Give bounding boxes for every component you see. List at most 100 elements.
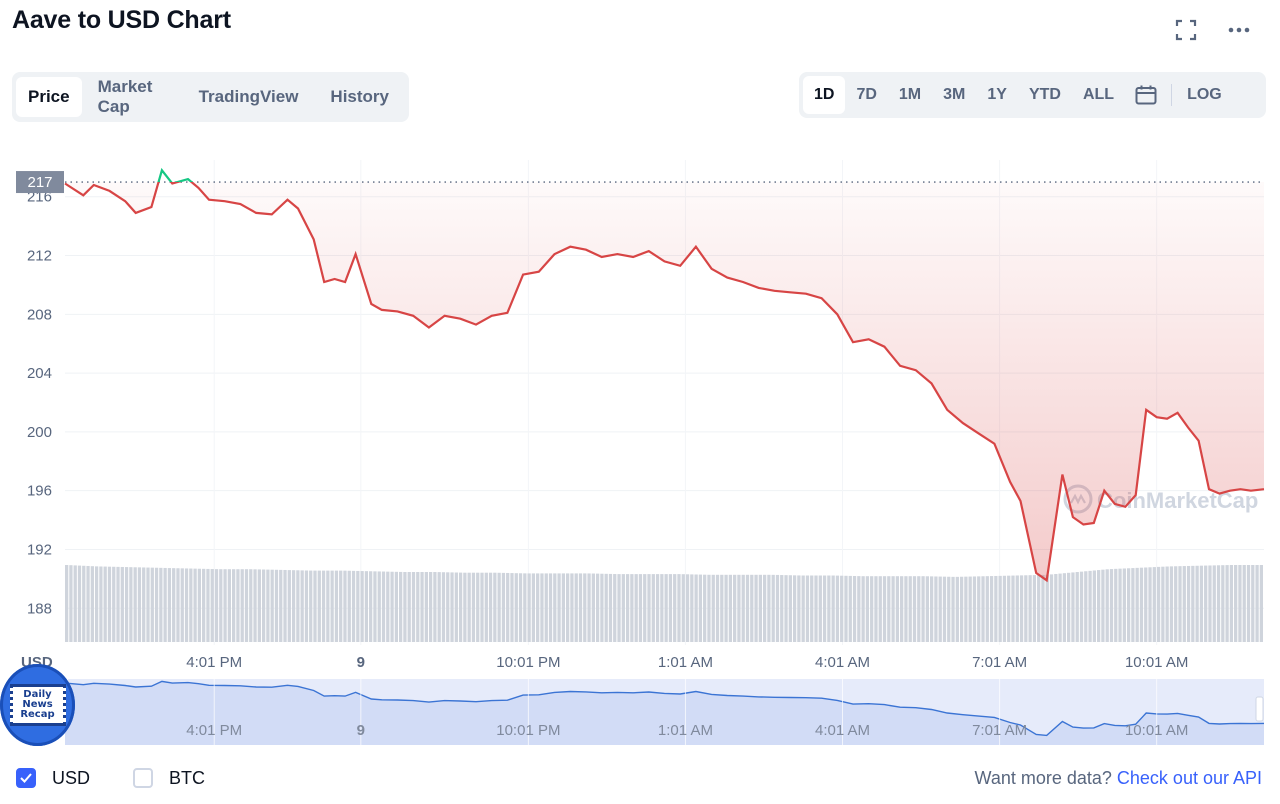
api-promo: Want more data? Check out our API <box>975 764 1263 792</box>
volume-bar <box>1037 574 1041 642</box>
volume-bar <box>647 574 651 642</box>
navigator-x-axis: 4:01 PM 9 10:01 PM 1:01 AM 4:01 AM 7:01 AM 10:… <box>186 679 1188 745</box>
usd-checkbox[interactable] <box>16 768 36 788</box>
navigator-handle[interactable] <box>1255 696 1264 722</box>
volume-bar <box>715 574 720 642</box>
more-options-button[interactable] <box>1225 16 1253 44</box>
range-ytd[interactable]: YTD <box>1028 86 1061 103</box>
tab-market-cap[interactable]: Market Cap <box>97 77 153 116</box>
volume-bar <box>968 576 972 642</box>
volume-bar <box>634 574 638 642</box>
volume-bar <box>741 574 745 642</box>
volume-bar <box>1054 573 1058 642</box>
volume-bar <box>480 572 484 642</box>
volume-bar <box>300 570 304 642</box>
volume-bar <box>1131 568 1135 642</box>
range-1d[interactable]: 1D <box>803 76 846 114</box>
range-1m[interactable]: 1M <box>898 86 922 103</box>
y-tick-196: 196 <box>27 483 52 500</box>
volume-bar <box>887 576 891 642</box>
volume-bar <box>364 571 369 642</box>
range-divider <box>1171 84 1173 106</box>
volume-bar <box>566 573 570 642</box>
volume-bar <box>210 569 214 642</box>
volume-bar <box>484 572 488 642</box>
volume-bar <box>1007 575 1011 642</box>
range-1y[interactable]: 1Y <box>987 86 1007 103</box>
y-tick-188: 188 <box>27 600 52 617</box>
volume-bar <box>917 576 921 642</box>
x-tick-6: 10:01 AM <box>1125 654 1188 671</box>
volume-bar <box>587 573 591 642</box>
fullscreen-button[interactable] <box>1172 16 1200 44</box>
volume-bar <box>390 571 394 642</box>
check-icon <box>20 773 32 783</box>
volume-bar <box>1067 572 1071 642</box>
volume-bar <box>142 567 146 642</box>
volume-bar <box>82 565 86 642</box>
volume-bar <box>985 576 989 642</box>
volume-bar <box>510 573 514 642</box>
volume-bar <box>309 570 313 642</box>
volume-bar <box>561 573 566 642</box>
volume-bar <box>698 574 703 642</box>
range-3m[interactable]: 3M <box>943 86 966 103</box>
tab-price[interactable]: Price <box>16 77 82 117</box>
volume-bar <box>810 575 814 642</box>
calendar-button[interactable] <box>1125 76 1167 114</box>
volume-bar <box>1156 566 1161 642</box>
volume-bar <box>750 574 754 642</box>
volume-bar <box>227 569 232 642</box>
volume-bar <box>737 574 741 642</box>
volume-bar <box>450 572 454 642</box>
volume-bar <box>994 575 998 642</box>
volume-bar <box>1212 565 1216 642</box>
volume-bar <box>73 565 77 642</box>
volume-bar <box>518 573 523 642</box>
volume-bar <box>1109 569 1114 642</box>
volume-bar <box>488 572 493 642</box>
navigator[interactable]: 4:01 PM 9 10:01 PM 1:01 AM 4:01 AM 7:01 AM 10:… <box>64 679 1265 745</box>
btc-toggle[interactable]: BTC <box>133 764 205 792</box>
y-tick-212: 212 <box>27 248 52 265</box>
volume-bar <box>617 574 621 642</box>
volume-bar <box>827 575 831 642</box>
daily-news-recap-badge[interactable]: Daily News Recap <box>0 664 75 746</box>
volume-bar <box>523 573 527 642</box>
volume-bar <box>266 569 270 642</box>
badge-line-1: Daily <box>23 689 52 700</box>
volume-bar <box>506 572 510 642</box>
volume-bar <box>476 572 480 642</box>
tab-tradingview[interactable]: TradingView <box>198 87 299 106</box>
volume-bar <box>377 571 381 642</box>
btc-label: BTC <box>169 767 205 788</box>
volume-bar <box>1139 567 1144 642</box>
volume-bar <box>848 575 852 642</box>
volume-bar <box>934 576 938 642</box>
api-link[interactable]: Check out our API <box>1116 767 1262 788</box>
volume-bar <box>720 574 724 642</box>
tab-history[interactable]: History <box>330 87 389 106</box>
volume-bar <box>399 571 403 642</box>
volume-bar <box>1011 575 1015 642</box>
volume-bar <box>249 569 253 642</box>
range-7d[interactable]: 7D <box>856 86 877 103</box>
daily-news-recap-logo: Daily News Recap <box>9 684 66 726</box>
volume-bar <box>304 570 309 642</box>
volume-bar <box>1161 566 1165 642</box>
volume-bar <box>154 567 159 642</box>
log-scale-toggle[interactable]: LOG <box>1187 86 1222 103</box>
usd-toggle[interactable]: USD <box>16 764 90 792</box>
range-all[interactable]: ALL <box>1082 86 1115 103</box>
volume-bar <box>1049 574 1054 642</box>
volume-bar <box>1114 568 1118 642</box>
volume-bar <box>959 576 964 642</box>
btc-checkbox[interactable] <box>133 768 153 788</box>
x-tick-3: 1:01 AM <box>658 654 713 671</box>
volume-bar <box>497 572 501 642</box>
volume-bar <box>441 572 446 642</box>
navigator-tick-1: 9 <box>357 722 365 739</box>
volume-bar <box>99 566 103 642</box>
volume-bar <box>595 573 600 642</box>
y-tick-192: 192 <box>27 541 52 558</box>
